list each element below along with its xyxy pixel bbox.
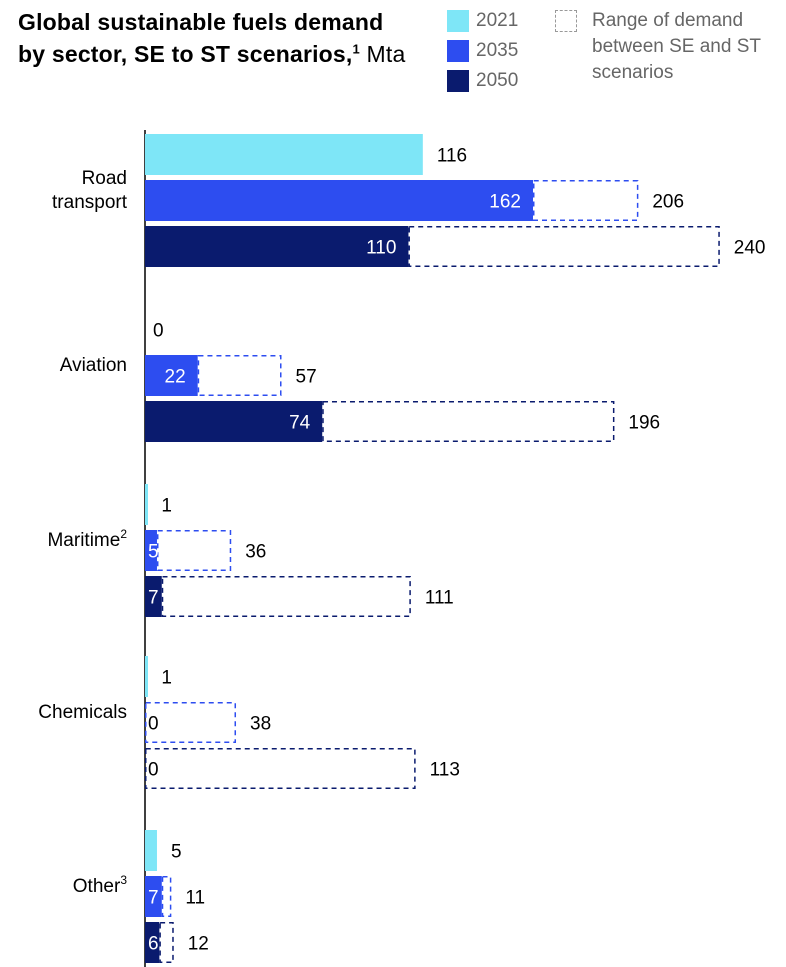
bar-2021-maritime [145, 484, 148, 525]
range-label-2035-maritime: 36 [245, 542, 266, 563]
bar-2050-aviation [145, 401, 323, 442]
value-label-2035-chemicals: 0 [148, 714, 159, 735]
value-label-2035-other: 7 [148, 888, 159, 909]
range-box-2035-aviation [197, 355, 282, 396]
value-label-2035-maritime: 5 [148, 542, 159, 563]
value-label-2021-maritime: 1 [161, 496, 172, 517]
value-label-2035-aviation: 22 [165, 367, 186, 388]
legend-label-2021: 2021 [476, 10, 519, 31]
bar-2035-other [145, 876, 162, 917]
bar-2021-chemicals [145, 656, 148, 697]
value-label-2021-chemicals: 1 [161, 668, 172, 689]
category-label-maritime: Maritime2 [47, 527, 127, 551]
bar-2050-road-transport [145, 226, 409, 267]
range-label-2050-chemicals: 113 [430, 760, 460, 781]
range-box-2035-chemicals [145, 702, 237, 743]
legend-item-2021: 2021 [447, 8, 518, 34]
range-box-2050-road-transport [408, 226, 720, 267]
range-label-2050-other: 12 [188, 934, 209, 955]
range-label-2050-aviation: 196 [628, 413, 660, 434]
range-box-2050-chemicals [145, 748, 416, 789]
range-box-2050-aviation [322, 401, 615, 442]
range-label-2050-maritime: 111 [425, 588, 454, 609]
range-box-2035-maritime [156, 530, 232, 571]
value-label-2050-chemicals: 0 [148, 760, 159, 781]
range-box-2035-road-transport [532, 180, 639, 221]
legend-swatch-2035 [447, 40, 469, 62]
value-label-2035-road-transport: 162 [489, 192, 521, 213]
value-label-2050-road-transport: 110 [366, 238, 396, 259]
legend-swatch-range [555, 10, 577, 32]
category-label-chemicals: Chemicals [38, 702, 127, 723]
bar-2050-other [145, 922, 160, 963]
range-label-2035-aviation: 57 [296, 367, 317, 388]
category-footnote-maritime: 2 [120, 527, 127, 541]
bar-2050-maritime [145, 576, 162, 617]
category-label-aviation: Aviation [60, 355, 127, 376]
value-label-2021-other: 5 [171, 842, 182, 863]
range-box-2035-other [161, 876, 172, 917]
legend-swatch-2021 [447, 10, 469, 32]
bar-2021-road-transport [145, 134, 423, 175]
bar-2035-aviation [145, 355, 198, 396]
chart-title: Global sustainable fuels demand by secto… [18, 6, 408, 70]
range-box-2050-maritime [161, 576, 411, 617]
legend-label-2050: 2050 [476, 70, 519, 91]
category-label-road-transport: transport [52, 192, 128, 213]
range-label-2035-other: 11 [185, 888, 205, 909]
value-label-2050-other: 6 [148, 934, 159, 955]
legend-swatch-2050 [447, 70, 469, 92]
bar-2021-other [145, 830, 157, 871]
value-label-2050-aviation: 74 [289, 413, 311, 434]
bar-2035-maritime [145, 530, 157, 571]
category-label-road-transport: Road [82, 168, 127, 189]
value-label-2021-road-transport: 116 [437, 146, 467, 167]
chart-title-text: Global sustainable fuels demand by secto… [18, 9, 384, 67]
legend-item-2050: 2050 [447, 68, 518, 94]
legend-label-2035: 2035 [476, 40, 519, 61]
range-label-2035-road-transport: 206 [652, 192, 684, 213]
legend-item-2035: 2035 [447, 38, 518, 64]
bar-2035-road-transport [145, 180, 533, 221]
category-label-other: Other3 [73, 873, 128, 897]
value-label-2021-aviation: 0 [153, 321, 164, 342]
range-box-2050-other [159, 922, 174, 963]
value-label-2050-maritime: 7 [148, 588, 159, 609]
title-footnote: 1 [352, 41, 360, 57]
range-label-2050-road-transport: 240 [734, 238, 766, 259]
category-footnote-other: 3 [120, 873, 127, 887]
title-unit: Mta [366, 41, 406, 67]
legend-label-range: Range of demand between SE and ST scenar… [592, 10, 761, 83]
range-label-2035-chemicals: 38 [250, 714, 271, 735]
